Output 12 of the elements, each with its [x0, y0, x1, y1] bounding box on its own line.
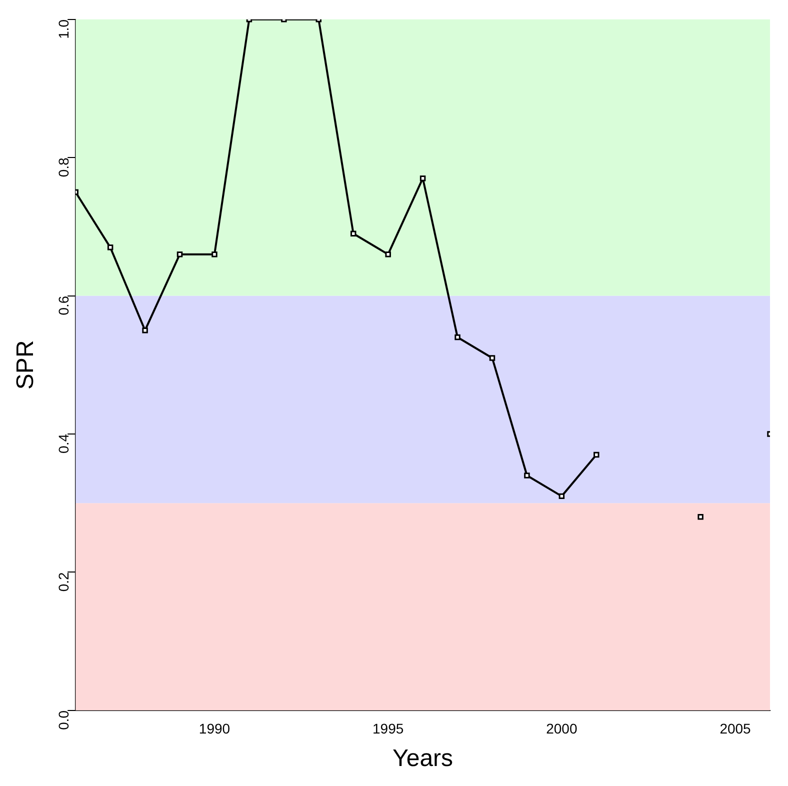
y-tick-label: 1.0	[55, 19, 72, 39]
y-tick-label: 0.4	[55, 434, 72, 454]
x-axis-title: Years	[392, 745, 454, 772]
x-tick-label: 1990	[198, 720, 230, 737]
y-axis-title: SPR	[12, 340, 40, 390]
y-tick-label: 0.6	[55, 296, 72, 316]
y-tick-label: 0.0	[55, 710, 72, 730]
x-tick-label: 2005	[720, 720, 752, 737]
y-tick-label: 0.8	[55, 157, 72, 178]
y-tick-label: 0.2	[55, 572, 72, 592]
x-tick-label: 1995	[372, 720, 404, 737]
x-tick-label: 2000	[546, 720, 578, 737]
